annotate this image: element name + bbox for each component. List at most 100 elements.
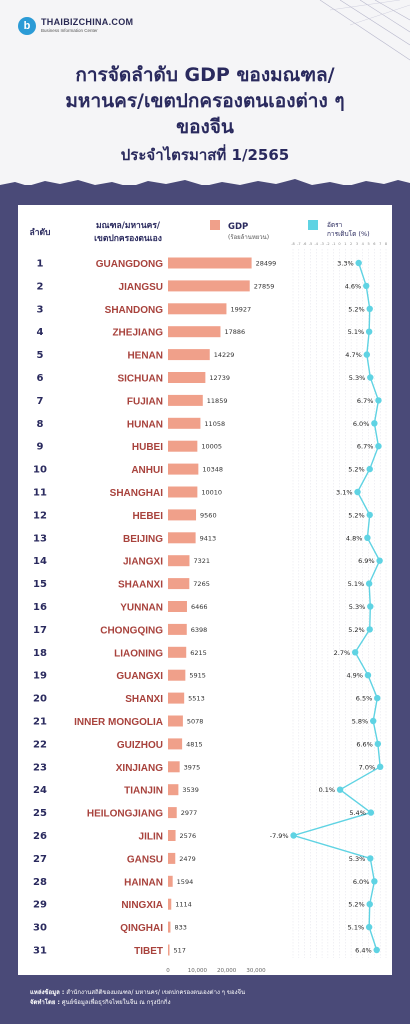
province-label: BEIJING	[123, 534, 163, 545]
growth-point	[367, 809, 375, 816]
province-label: FUJIAN	[127, 396, 163, 407]
province-label: QINGHAI	[120, 923, 163, 934]
gdp-value-label: 6466	[191, 603, 208, 611]
province-label: SHANGHAI	[110, 488, 164, 499]
gdp-bar	[168, 898, 172, 910]
rank-label: 18	[33, 648, 47, 659]
footer: แหล่งข้อมูล : สำนักงานสถิติของมณฑล/ มหาน…	[30, 988, 400, 1008]
growth-tick-label: 8	[385, 242, 387, 246]
gdp-value-label: 6215	[190, 649, 207, 657]
growth-tick-label: -4	[315, 242, 319, 246]
growth-value-label: 6.4%	[355, 947, 372, 955]
growth-point	[354, 488, 361, 496]
decorative-lines-icon	[319, 0, 410, 61]
rank-label: 5	[37, 350, 44, 361]
growth-value-label: 4.8%	[346, 534, 363, 542]
gdp-bar	[168, 463, 199, 475]
gdp-value-label: 14229	[214, 351, 235, 359]
gdp-bar	[168, 532, 196, 544]
growth-tick-label: 6	[373, 242, 375, 246]
gdp-value-label: 833	[174, 924, 186, 932]
growth-point	[351, 649, 359, 656]
made-by-text: ศูนย์ข้อมูลเพื่อธุรกิจไทยในจีน ณ กรุงปัก…	[61, 999, 171, 1006]
province-label: HEILONGJIANG	[87, 809, 163, 820]
gdp-bar	[168, 394, 203, 406]
rank-label: 8	[37, 419, 44, 430]
gdp-bar	[168, 715, 183, 727]
gdp-value-label: 9560	[200, 511, 217, 519]
growth-point	[366, 626, 373, 633]
province-label: INNER MONGOLIA	[74, 717, 163, 728]
gdp-value-label: 19927	[230, 305, 251, 313]
gdp-value-label: 4815	[186, 740, 203, 748]
growth-point	[366, 305, 373, 312]
province-label: GUIZHOU	[117, 740, 163, 751]
growth-value-label: 4.9%	[346, 672, 363, 680]
rank-label: 10	[33, 465, 47, 476]
growth-value-label: 5.2%	[348, 901, 365, 909]
title-line-1: การจัดลำดับ GDP ของมณฑล/	[75, 64, 335, 86]
province-label: TIANJIN	[124, 786, 163, 797]
gdp-bar	[168, 555, 190, 567]
growth-value-label: 4.6%	[345, 282, 362, 290]
growth-point	[290, 832, 297, 839]
growth-point	[365, 580, 373, 587]
gdp-value-label: 1114	[175, 901, 192, 909]
rank-label: 24	[33, 785, 47, 796]
growth-value-label: 5.3%	[349, 855, 366, 863]
brand-name: THAIBIZCHINA.COM	[41, 17, 134, 28]
growth-point	[373, 946, 380, 954]
gdp-value-label: 3539	[182, 786, 199, 794]
gdp-value-label: 12739	[209, 374, 230, 382]
province-label: HUBEI	[132, 442, 163, 453]
growth-tick-label: 3	[356, 242, 358, 246]
growth-value-label: 5.1%	[348, 580, 365, 588]
torn-paper-edge	[0, 179, 410, 192]
growth-point	[366, 901, 373, 908]
growth-value-label: 5.3%	[349, 374, 366, 382]
growth-point	[371, 420, 378, 427]
gdp-bar	[168, 601, 187, 612]
rank-label: 15	[33, 579, 47, 590]
gdp-value-label: 5078	[187, 718, 204, 726]
gdp-value-label: 2576	[180, 832, 197, 840]
gdp-value-label: 27859	[254, 282, 275, 290]
growth-value-label: 5.2%	[348, 626, 365, 634]
rank-label: 19	[33, 671, 47, 682]
rank-label: 16	[33, 602, 47, 613]
logo-icon: b	[18, 17, 36, 35]
growth-tick-label: 0	[338, 242, 340, 246]
title-line-2: มหานคร/เขตปกครองตนเองต่าง ๆ	[65, 90, 345, 112]
rank-label: 30	[33, 923, 47, 934]
rank-label: 31	[33, 946, 47, 957]
legend-growth-2: การเติบโต (%)	[327, 230, 370, 238]
growth-point	[375, 443, 382, 450]
source-label: แหล่งข้อมูล :	[30, 989, 65, 996]
rank-label: 7	[37, 396, 44, 407]
growth-point	[376, 557, 383, 564]
gdp-axis-tick: 0	[166, 968, 170, 974]
growth-tick-label: -3	[320, 242, 324, 246]
gdp-value-label: 3975	[184, 763, 201, 771]
gdp-bar	[168, 623, 187, 635]
province-label: ANHUI	[131, 465, 163, 476]
gdp-axis-tick: 10,000	[188, 968, 208, 974]
gdp-bar	[168, 509, 197, 521]
gdp-bar	[168, 326, 221, 338]
gdp-value-label: 2977	[181, 809, 198, 817]
gdp-bar	[168, 875, 173, 887]
growth-point	[355, 259, 362, 267]
rank-label: 2	[37, 281, 44, 292]
brand-logo[interactable]: b THAIBIZCHINA.COM Business Information …	[18, 17, 133, 35]
growth-point	[364, 534, 371, 541]
growth-value-label: 5.1%	[348, 924, 365, 932]
province-label: JILIN	[139, 832, 163, 843]
brand-tagline: Business Information Center	[41, 28, 98, 34]
gdp-bar	[168, 349, 210, 361]
gdp-bar	[168, 944, 170, 956]
province-label: HENAN	[127, 351, 163, 362]
gdp-bar	[168, 372, 206, 383]
growth-tick-label: 2	[350, 242, 352, 246]
growth-point	[375, 397, 382, 404]
growth-point	[367, 603, 374, 610]
